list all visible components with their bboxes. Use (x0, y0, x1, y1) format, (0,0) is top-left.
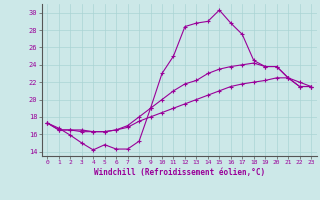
X-axis label: Windchill (Refroidissement éolien,°C): Windchill (Refroidissement éolien,°C) (94, 168, 265, 177)
